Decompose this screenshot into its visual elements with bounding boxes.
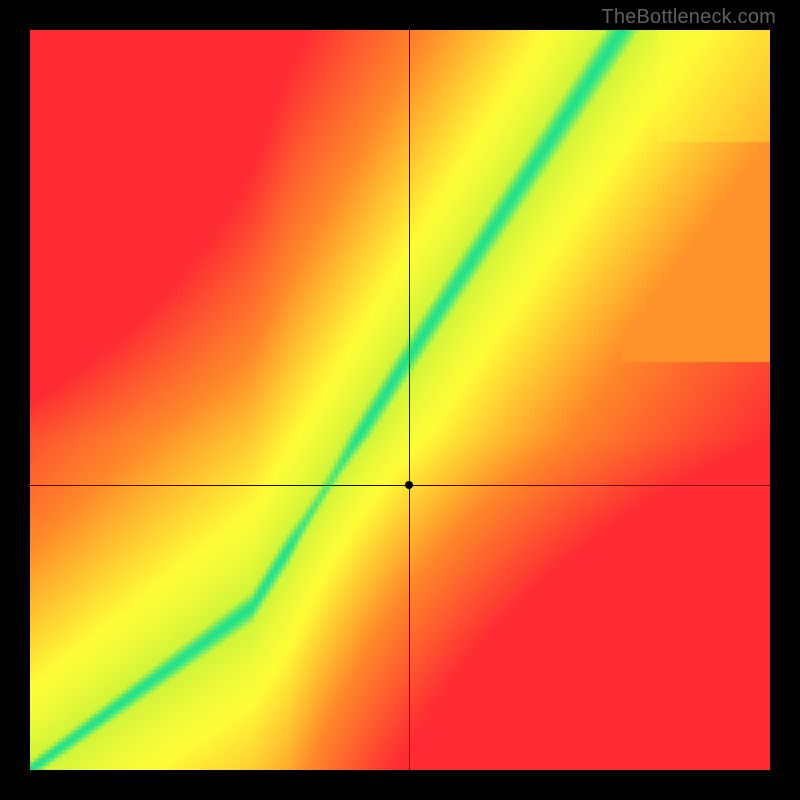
watermark-text: TheBottleneck.com [601, 6, 776, 29]
crosshair-vertical [409, 30, 410, 770]
data-point-marker [405, 481, 413, 489]
crosshair-horizontal [30, 485, 770, 486]
bottleneck-heatmap [30, 30, 770, 770]
chart-container: TheBottleneck.com [0, 0, 800, 800]
